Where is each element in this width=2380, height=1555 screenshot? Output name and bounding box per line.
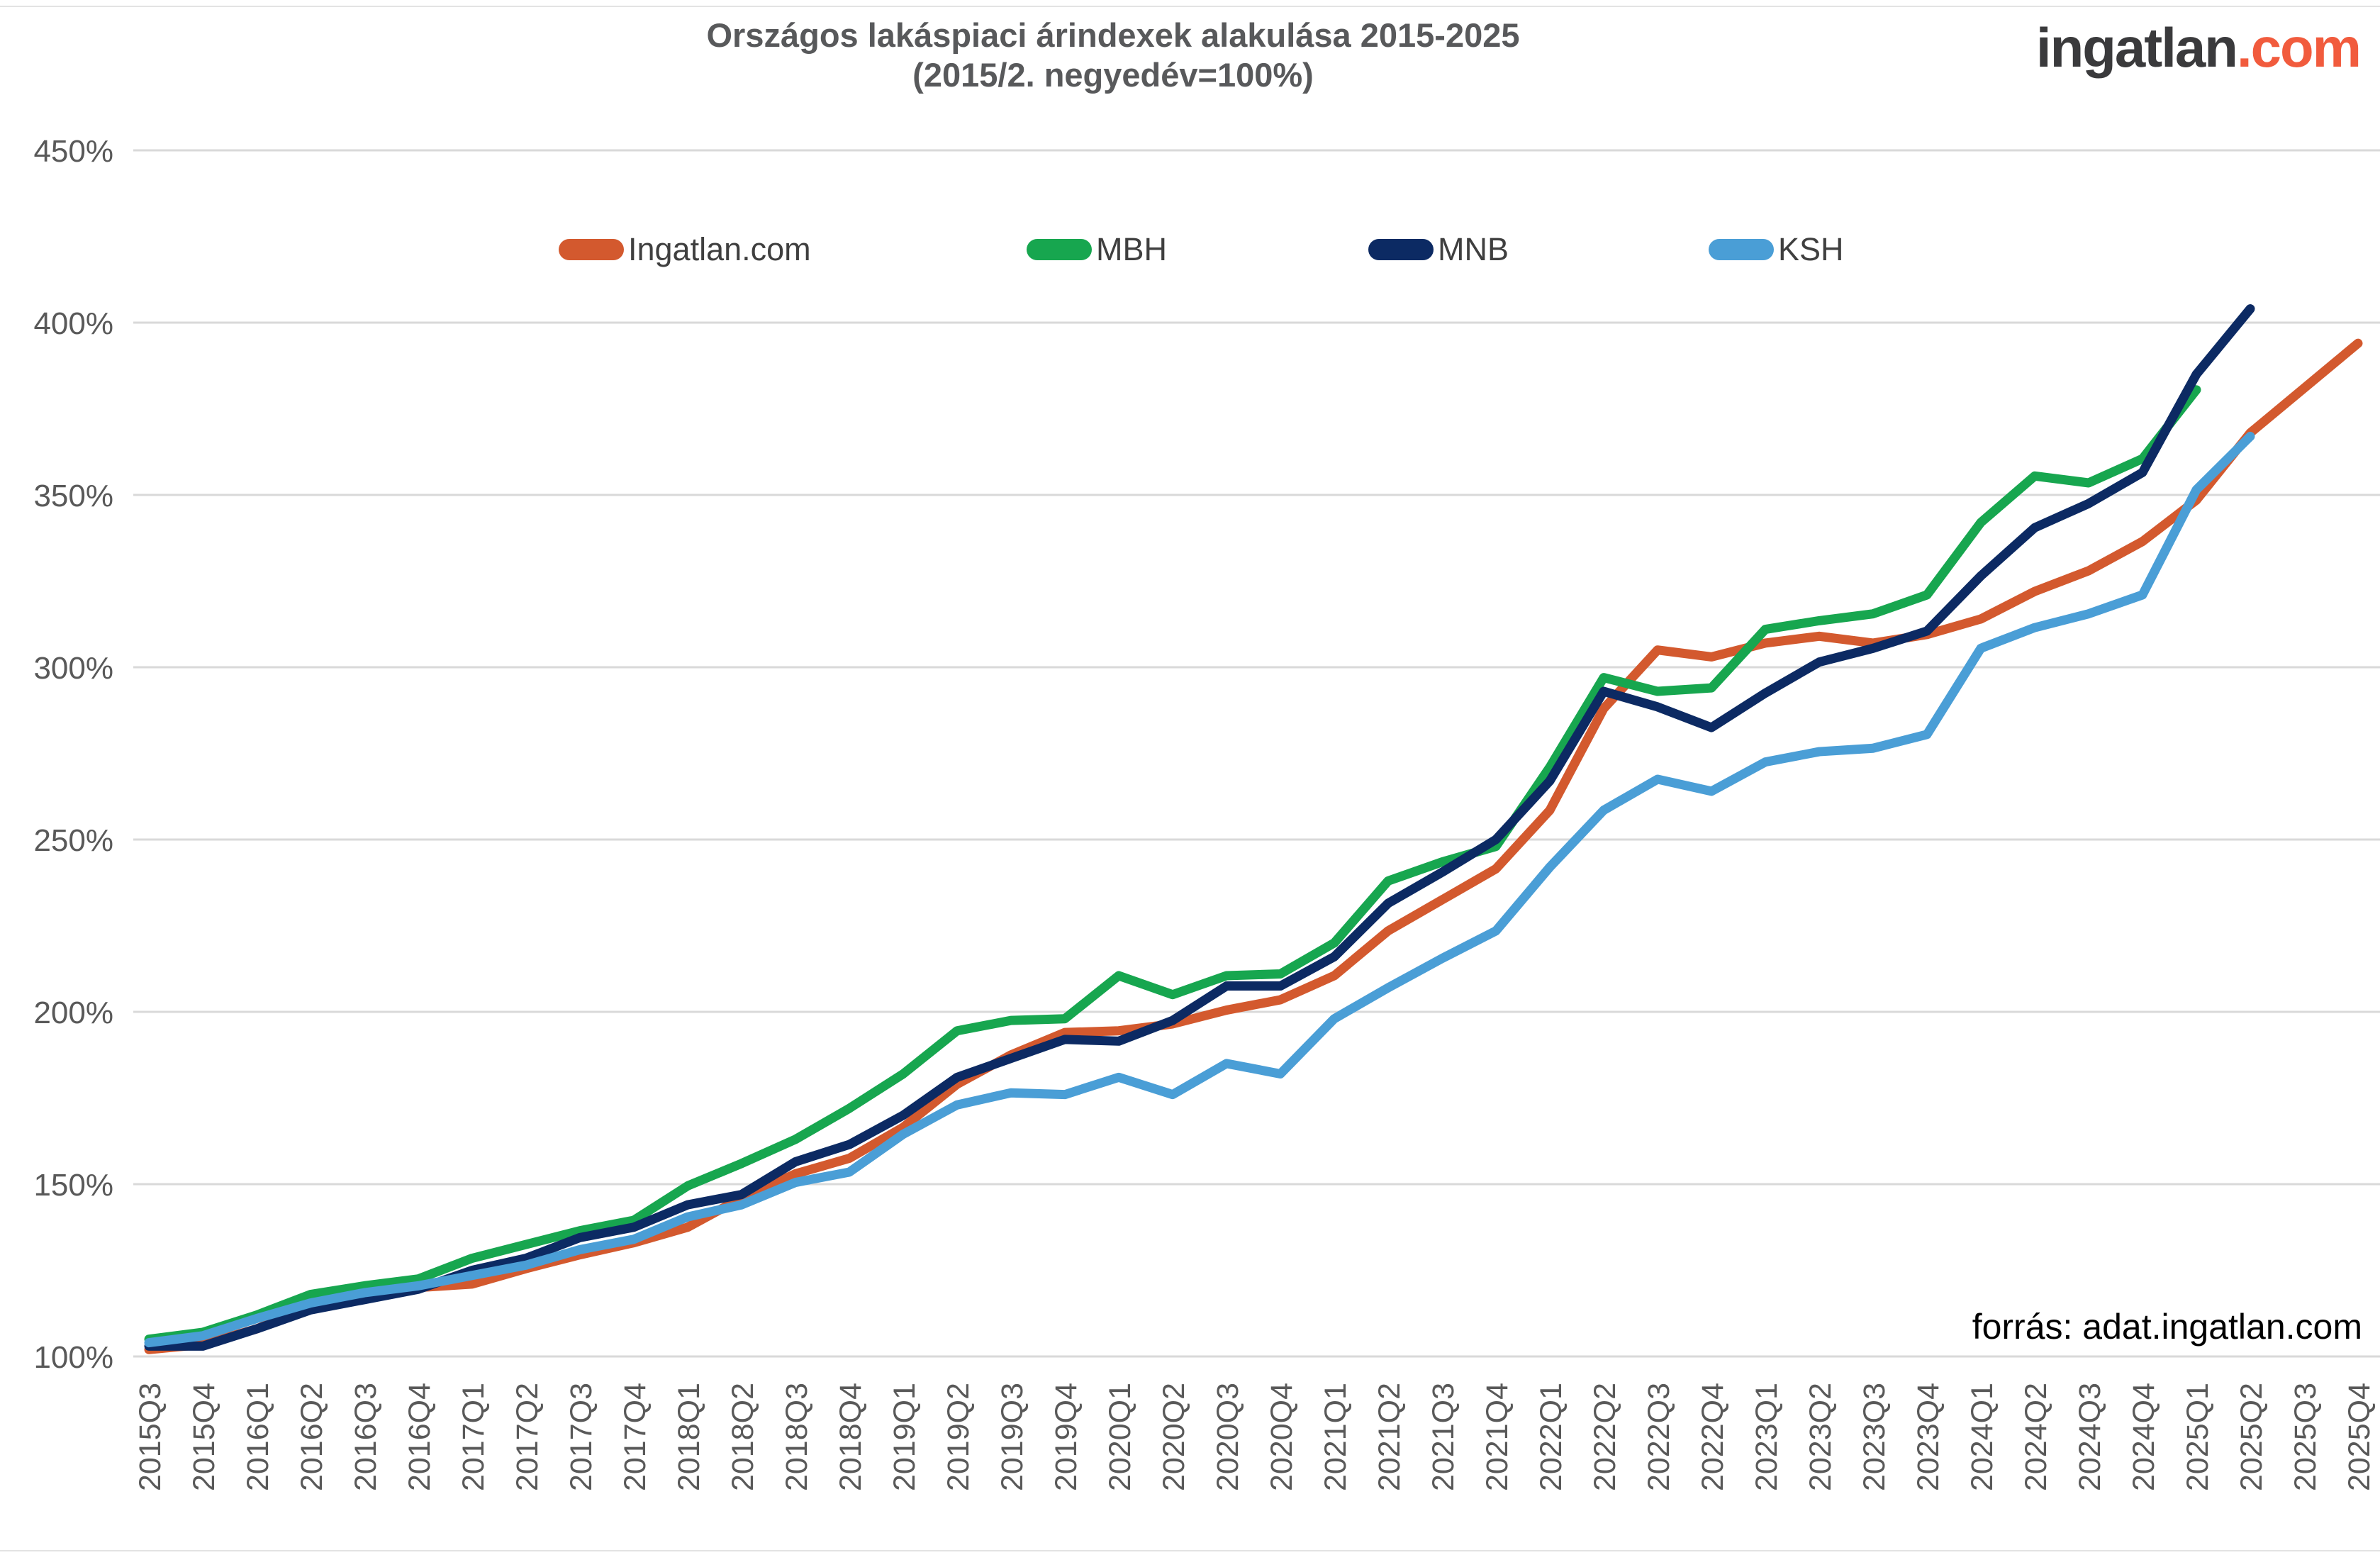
x-tick-label-2016Q4: 2016Q4 xyxy=(403,1383,437,1491)
legend-item-mbh: MBH xyxy=(1027,231,1167,268)
ingatlan-logo: ingatlan.com xyxy=(2035,16,2362,80)
series-line-mbh xyxy=(144,385,2201,1344)
legend-item-ingatlan-com: Ingatlan.com xyxy=(559,231,811,268)
x-tick-label-2016Q3: 2016Q3 xyxy=(349,1383,383,1491)
legend-swatch-icon xyxy=(1709,239,1774,260)
y-tick-label-150: 150% xyxy=(33,1168,113,1203)
x-tick-label-2023Q4: 2023Q4 xyxy=(1911,1383,1945,1491)
x-tick-label-2021Q2: 2021Q2 xyxy=(1373,1383,1407,1491)
x-tick-label-2017Q2: 2017Q2 xyxy=(510,1383,544,1491)
legend-item-ksh: KSH xyxy=(1709,231,1844,268)
x-tick-label-2020Q1: 2020Q1 xyxy=(1103,1383,1137,1491)
x-tick-label-2016Q1: 2016Q1 xyxy=(241,1383,275,1491)
x-tick-label-2022Q1: 2022Q1 xyxy=(1534,1383,1568,1491)
x-tick-label-2024Q2: 2024Q2 xyxy=(2019,1383,2053,1491)
legend-label: MNB xyxy=(1438,231,1509,267)
logo-text-main: ingatlan xyxy=(2035,16,2238,79)
chart-title-line1: Országos lakáspiaci árindexek alakulása … xyxy=(706,16,1520,54)
legend-item-mnb: MNB xyxy=(1368,231,1509,268)
chart-title: Országos lakáspiaci árindexek alakulása … xyxy=(0,16,2226,96)
x-tick-label-2024Q3: 2024Q3 xyxy=(2073,1383,2107,1491)
legend-label: KSH xyxy=(1778,231,1844,267)
x-tick-label-2021Q3: 2021Q3 xyxy=(1426,1383,1460,1491)
top-border xyxy=(0,6,2380,7)
y-tick-label-250: 250% xyxy=(33,823,113,858)
x-tick-label-2024Q4: 2024Q4 xyxy=(2127,1383,2161,1491)
x-tick-label-2019Q3: 2019Q3 xyxy=(995,1383,1029,1491)
x-tick-label-2017Q1: 2017Q1 xyxy=(457,1383,491,1491)
x-tick-label-2022Q3: 2022Q3 xyxy=(1642,1383,1676,1491)
logo-text-com: .com xyxy=(2236,16,2362,79)
x-tick-label-2017Q4: 2017Q4 xyxy=(618,1383,652,1491)
x-tick-label-2015Q3: 2015Q3 xyxy=(133,1383,167,1491)
x-tick-label-2025Q1: 2025Q1 xyxy=(2181,1383,2215,1491)
bottom-border xyxy=(0,1550,2380,1551)
y-tick-label-400: 400% xyxy=(33,306,113,341)
y-tick-label-300: 300% xyxy=(33,651,113,686)
series-line-ksh xyxy=(144,431,2255,1348)
x-tick-label-2017Q3: 2017Q3 xyxy=(564,1383,598,1491)
x-tick-label-2015Q4: 2015Q4 xyxy=(187,1383,221,1491)
y-tick-label-450: 450% xyxy=(33,134,113,169)
series-line-mnb xyxy=(144,304,2255,1351)
chart-title-line2: (2015/2. negyedév=100%) xyxy=(912,56,1314,94)
x-tick-label-2020Q3: 2020Q3 xyxy=(1211,1383,1245,1491)
x-tick-label-2023Q2: 2023Q2 xyxy=(1804,1383,1838,1491)
legend-swatch-icon xyxy=(1027,239,1092,260)
x-tick-label-2020Q4: 2020Q4 xyxy=(1265,1383,1299,1491)
x-tick-label-2024Q1: 2024Q1 xyxy=(1965,1383,1999,1491)
x-tick-label-2023Q3: 2023Q3 xyxy=(1857,1383,1892,1491)
x-tick-label-2021Q1: 2021Q1 xyxy=(1319,1383,1353,1491)
legend-label: MBH xyxy=(1096,231,1167,267)
legend-swatch-icon xyxy=(559,239,624,260)
x-tick-label-2021Q4: 2021Q4 xyxy=(1480,1383,1514,1491)
x-tick-label-2025Q4: 2025Q4 xyxy=(2342,1383,2376,1491)
source-note: forrás: adat.ingatlan.com xyxy=(1972,1307,2362,1347)
x-tick-label-2022Q4: 2022Q4 xyxy=(1696,1383,1730,1491)
x-tick-label-2018Q2: 2018Q2 xyxy=(726,1383,760,1491)
y-tick-label-200: 200% xyxy=(33,996,113,1030)
x-tick-label-2020Q2: 2020Q2 xyxy=(1157,1383,1191,1491)
x-tick-label-2018Q1: 2018Q1 xyxy=(672,1383,706,1491)
y-tick-label-350: 350% xyxy=(33,479,113,513)
x-tick-label-2019Q1: 2019Q1 xyxy=(888,1383,922,1491)
x-tick-label-2025Q3: 2025Q3 xyxy=(2289,1383,2323,1491)
x-tick-label-2019Q4: 2019Q4 xyxy=(1049,1383,1083,1491)
x-tick-label-2016Q2: 2016Q2 xyxy=(295,1383,329,1491)
legend-swatch-icon xyxy=(1368,239,1434,260)
x-tick-label-2018Q3: 2018Q3 xyxy=(780,1383,814,1491)
x-tick-label-2019Q2: 2019Q2 xyxy=(942,1383,976,1491)
x-tick-label-2023Q1: 2023Q1 xyxy=(1750,1383,1784,1491)
legend-label: Ingatlan.com xyxy=(628,231,811,267)
x-tick-label-2022Q2: 2022Q2 xyxy=(1588,1383,1622,1491)
y-tick-label-100: 100% xyxy=(33,1340,113,1375)
x-tick-label-2025Q2: 2025Q2 xyxy=(2235,1383,2269,1491)
x-tick-label-2018Q4: 2018Q4 xyxy=(834,1383,868,1491)
